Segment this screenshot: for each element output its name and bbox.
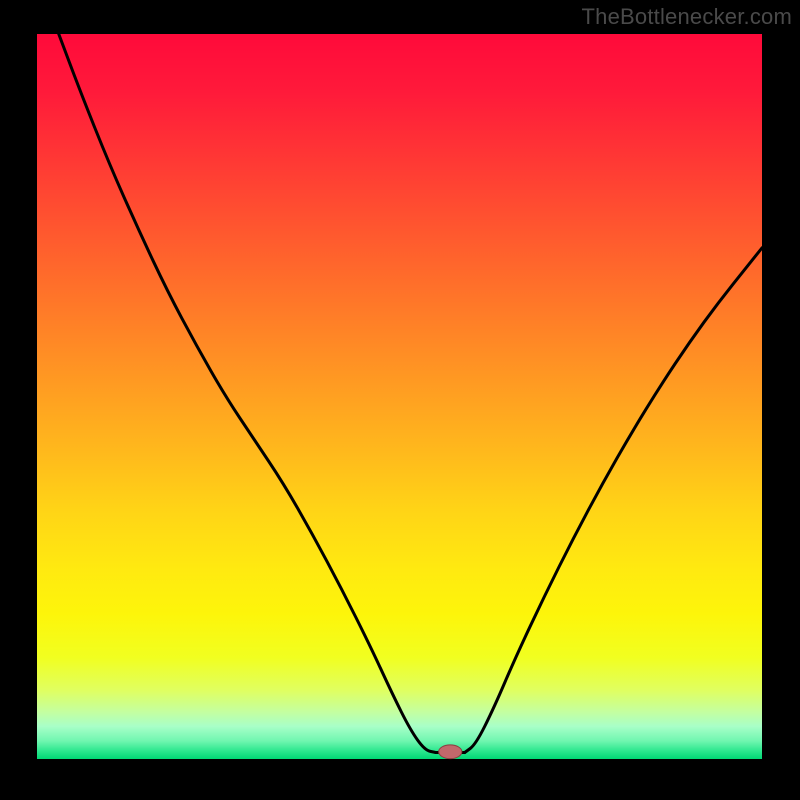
chart-container: TheBottlenecker.com [0,0,800,800]
watermark-text: TheBottlenecker.com [582,4,792,30]
bottleneck-curve-chart [0,0,800,800]
optimal-point-marker [439,745,462,759]
